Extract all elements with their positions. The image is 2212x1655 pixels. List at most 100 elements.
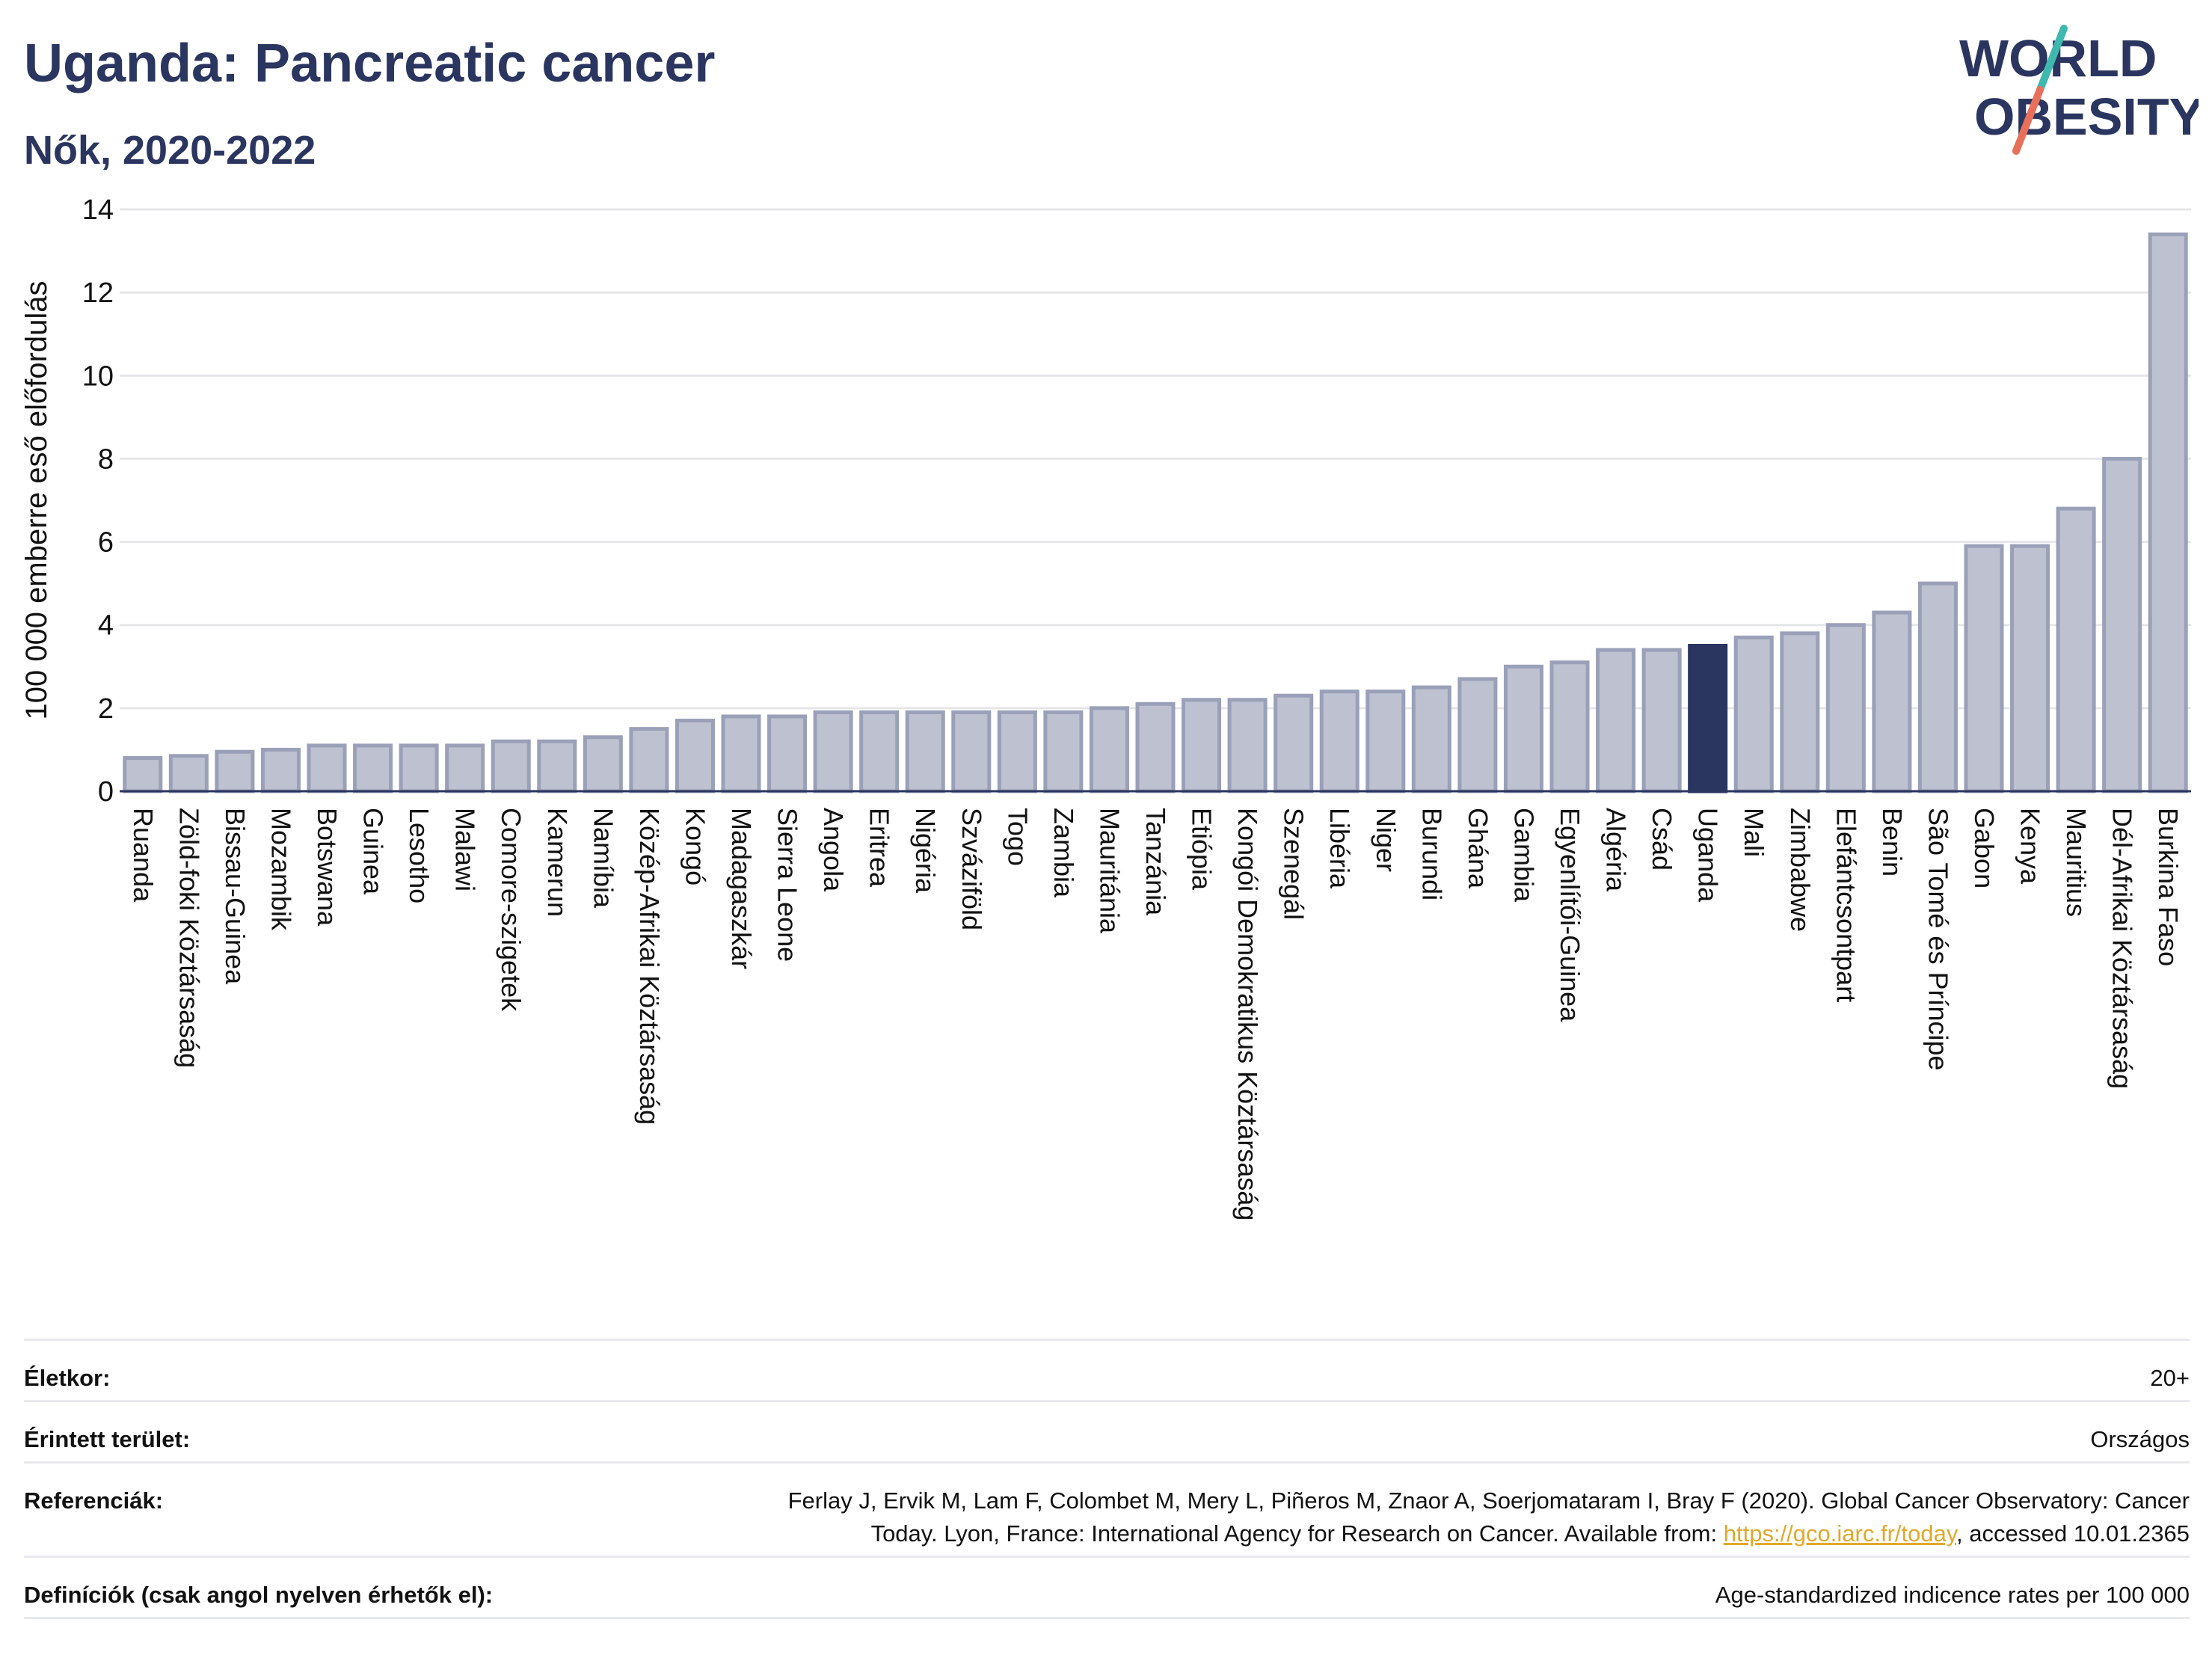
x-tick-label: Ghána — [1463, 808, 1493, 889]
x-tick-label: Közép-Afrikai Köztársaság — [634, 808, 665, 1125]
chart-title: Uganda: Pancreatic cancer — [24, 34, 716, 93]
bar — [1182, 698, 1222, 793]
references-link[interactable]: https://gco.iarc.fr/today — [1723, 1520, 1957, 1547]
x-tick-label: Szenegál — [1279, 808, 1309, 920]
meta-bottom-rule — [24, 1617, 2190, 1619]
x-axis-labels: Ruanda Zöld-foki Köztársaság Bissau-Guinea… — [128, 808, 2184, 1220]
bar — [1457, 677, 1498, 793]
bar — [629, 727, 669, 793]
x-tick-label: Burundi — [1416, 808, 1447, 900]
x-tick-label: Mauritius — [2061, 808, 2092, 917]
x-tick-label: Namíbia — [588, 808, 618, 909]
x-tick-label: Nigéria — [910, 808, 941, 894]
bar — [215, 749, 255, 793]
x-tick-label: Kenya — [2015, 808, 2046, 885]
bar — [675, 719, 715, 793]
meta-row-age: Életkor: 20+ — [24, 1339, 2190, 1400]
bar — [2148, 232, 2188, 793]
bar — [1549, 660, 1590, 793]
x-tick-label: Togo — [1002, 808, 1033, 866]
meta-row-references: Referenciák: Ferlay J, Ervik M, Lam F, C… — [24, 1461, 2190, 1556]
x-tick-label: Burkina Faso — [2153, 808, 2184, 966]
x-tick-label: Sierra Leone — [772, 808, 803, 962]
y-tick-label: 4 — [98, 610, 114, 642]
bar — [1641, 648, 1682, 793]
bar — [1825, 623, 1866, 793]
x-tick-label: São Tomé és Príncipe — [1923, 808, 1953, 1071]
logo-slash-bottom — [2012, 86, 2044, 155]
definitions-label: Definíciók (csak angol nyelven érhetők e… — [24, 1582, 494, 1608]
bar — [260, 747, 301, 793]
bar — [1043, 710, 1084, 793]
x-tick-label: Dél-Afrikai Köztársaság — [2107, 808, 2138, 1089]
y-tick-label: 6 — [98, 527, 114, 559]
x-tick-label: Ruanda — [128, 808, 159, 903]
bar — [767, 714, 808, 793]
references-text-3: , accessed 10.01.2365 — [1956, 1520, 2190, 1547]
bar — [1365, 690, 1406, 793]
x-tick-label: Szváziföld — [956, 808, 987, 930]
bar — [353, 743, 393, 793]
x-tick-label: Tanzánia — [1140, 808, 1171, 916]
meta-row-area: Érintett terület: Országos — [24, 1400, 2190, 1461]
age-label: Életkor: — [24, 1365, 111, 1391]
bar-highlighted — [1688, 644, 1728, 793]
x-tick-label: Mauritánia — [1094, 808, 1125, 934]
bar — [905, 710, 945, 793]
x-tick-label: Libéria — [1324, 808, 1355, 889]
x-tick-label: Angola — [818, 808, 849, 892]
logo-line2: OBESITY — [1974, 87, 2199, 146]
bar — [445, 743, 485, 793]
references-text-1: Ferlay J, Ervik M, Lam F, Colombet M, Me… — [787, 1487, 2190, 1514]
bar — [859, 710, 900, 793]
bar — [1872, 610, 1912, 793]
x-tick-label: Gabon — [1969, 808, 2000, 888]
bar — [1227, 698, 1268, 793]
bar — [951, 710, 992, 793]
y-tick-label: 8 — [98, 443, 114, 475]
bar — [2056, 506, 2096, 793]
y-axis-label: 100 000 emberre eső előfordulás — [20, 280, 53, 719]
y-axis-ticks: 0 2 4 6 8 10 12 14 — [82, 194, 114, 808]
x-tick-label: Madagaszkár — [726, 808, 757, 969]
area-label: Érintett terület: — [24, 1426, 191, 1452]
x-tick-label: Elefántcsontpart — [1831, 808, 1861, 1002]
x-tick-label: Mali — [1739, 808, 1769, 857]
bar — [1733, 635, 1774, 793]
meta-row-definitions: Definíciók (csak angol nyelven érhetők e… — [24, 1556, 2190, 1617]
bar — [1780, 631, 1820, 793]
bar — [583, 735, 623, 793]
bar — [1917, 581, 1958, 793]
bar — [399, 743, 439, 793]
x-tick-label: Gambia — [1508, 808, 1539, 903]
y-tick-label: 0 — [98, 776, 114, 808]
area-value: Országos — [2090, 1426, 2190, 1452]
x-tick-label: Comore-szigetek — [496, 808, 526, 1012]
x-tick-label: Niger — [1371, 808, 1401, 872]
references-text-2: Today. Lyon, France: International Agenc… — [870, 1520, 1724, 1547]
x-tick-label: Kamerun — [542, 808, 573, 917]
bar — [2102, 456, 2142, 793]
x-tick-label: Benin — [1877, 808, 1908, 876]
age-value: 20+ — [2150, 1365, 2190, 1391]
x-tick-label: Etiópia — [1187, 808, 1217, 891]
y-tick-label: 2 — [98, 693, 114, 725]
x-tick-label: Algéria — [1601, 808, 1632, 892]
bar — [123, 756, 163, 793]
bar — [721, 714, 761, 793]
x-tick-label: Uganda — [1693, 808, 1724, 903]
x-tick-label: Eritrea — [864, 808, 895, 888]
x-tick-label: Egyenlítői-Guinea — [1555, 808, 1585, 1022]
x-tick-label: Csád — [1647, 808, 1677, 871]
x-tick-label: Mozambik — [265, 808, 296, 931]
world-obesity-logo: WORLD OBESITY — [1959, 25, 2199, 155]
bar — [1964, 544, 2004, 793]
bar — [1503, 664, 1543, 793]
bar — [813, 710, 853, 793]
bar-chart: 0 2 4 6 8 10 12 14 Ruanda Zöld-foki Köztársaság B… — [20, 194, 2191, 1220]
references-value: Ferlay J, Ervik M, Lam F, Colombet M, Me… — [788, 1484, 2190, 1550]
y-tick-label: 10 — [82, 360, 114, 392]
x-tick-label: Guinea — [358, 808, 389, 895]
bar — [2010, 544, 2050, 793]
bar — [1411, 685, 1451, 793]
